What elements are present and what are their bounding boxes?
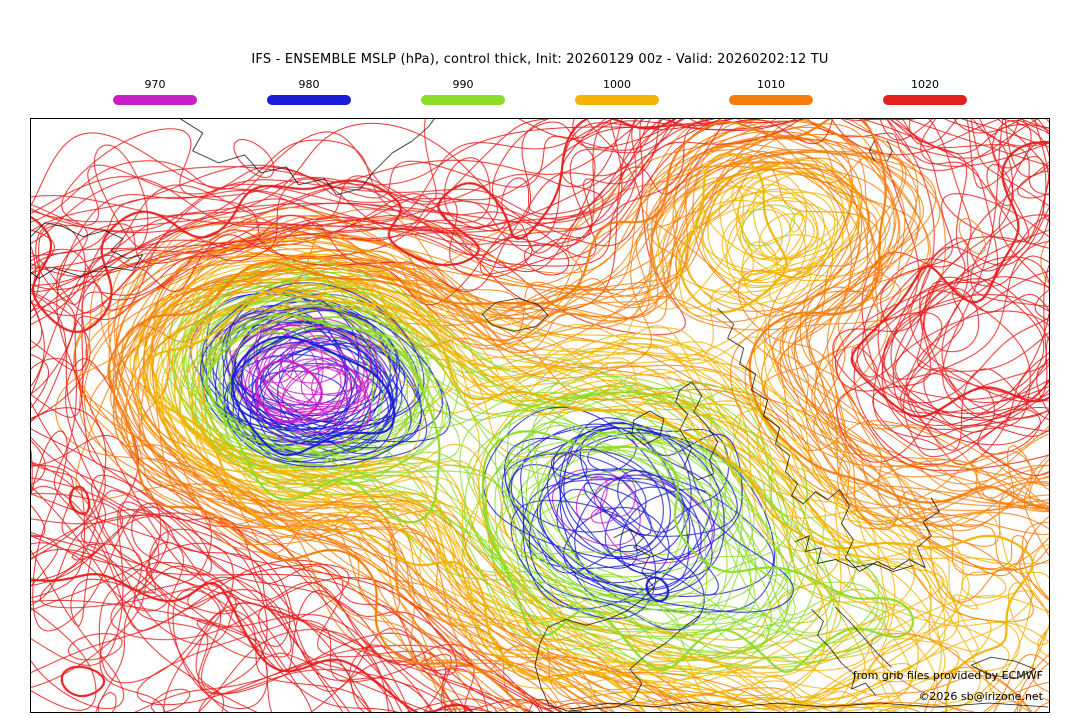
legend-label-1000: 1000	[603, 78, 631, 91]
legend-swatch-1010	[729, 95, 813, 105]
credit-copyright: ©2026 sb@irizone.net	[918, 690, 1043, 704]
legend-label-990: 990	[452, 78, 474, 91]
legend-item-1010: 1010	[728, 78, 814, 105]
pressure-legend: 970 980 990 1000 1010 1020	[112, 78, 968, 105]
legend-label-1020: 1020	[911, 78, 939, 91]
legend-item-980: 980	[266, 78, 352, 105]
chart-title: IFS - ENSEMBLE MSLP (hPa), control thick…	[251, 52, 829, 67]
legend-swatch-1000	[575, 95, 659, 105]
pressure-map-canvas	[31, 119, 1049, 712]
credit-source: from grib files provided by ECMWF	[852, 669, 1043, 683]
legend-item-1020: 1020	[882, 78, 968, 105]
legend-swatch-990	[421, 95, 505, 105]
map-credits: from grib files provided by ECMWF ©2026 …	[853, 666, 1043, 708]
legend-swatch-970	[113, 95, 197, 105]
legend-label-980: 980	[298, 78, 320, 91]
legend-item-990: 990	[420, 78, 506, 105]
legend-label-1010: 1010	[757, 78, 785, 91]
legend-swatch-980	[267, 95, 351, 105]
legend-label-970: 970	[144, 78, 166, 91]
legend-swatch-1020	[883, 95, 967, 105]
legend-item-1000: 1000	[574, 78, 660, 105]
legend-item-970: 970	[112, 78, 198, 105]
map-frame: from grib files provided by ECMWF ©2026 …	[30, 118, 1050, 713]
